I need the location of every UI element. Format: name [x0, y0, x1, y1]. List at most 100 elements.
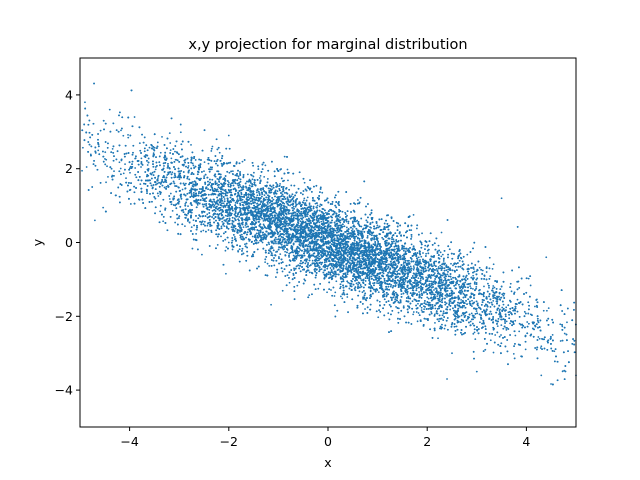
scatter-point [165, 185, 168, 188]
scatter-point [190, 226, 193, 229]
scatter-point [292, 205, 295, 208]
scatter-point [217, 190, 220, 193]
scatter-point [234, 201, 237, 204]
scatter-point [369, 253, 372, 256]
scatter-point [440, 265, 443, 268]
scatter-point [469, 320, 472, 323]
scatter-point [266, 178, 269, 180]
scatter-point [233, 229, 236, 232]
scatter-point [252, 171, 255, 174]
scatter-point [203, 170, 205, 173]
scatter-point [540, 345, 543, 348]
scatter-point [134, 157, 137, 160]
scatter-point [181, 188, 184, 191]
scatter-point [127, 136, 130, 139]
scatter-point [81, 146, 84, 149]
scatter-point [218, 151, 221, 154]
scatter-point [514, 334, 517, 337]
scatter-point [538, 337, 541, 340]
scatter-point [417, 256, 420, 259]
scatter-point [287, 179, 289, 182]
scatter-point [157, 195, 160, 197]
scatter-point [320, 268, 323, 271]
scatter-point [475, 310, 478, 312]
scatter-point [129, 165, 132, 168]
scatter-point [410, 243, 413, 246]
scatter-point [177, 175, 180, 177]
scatter-point [207, 229, 210, 231]
scatter-point [424, 267, 427, 270]
scatter-point [170, 157, 173, 160]
scatter-point [452, 264, 454, 267]
scatter-point [412, 313, 415, 316]
scatter-point [434, 307, 437, 310]
scatter-point [460, 314, 463, 317]
scatter-point [442, 310, 445, 313]
scatter-point [153, 146, 156, 149]
scatter-point [120, 129, 122, 132]
scatter-point [357, 199, 359, 201]
scatter-point [551, 333, 554, 336]
scatter-point [257, 218, 260, 221]
scatter-point [258, 177, 261, 179]
scatter-point [473, 331, 476, 334]
scatter-point [430, 311, 432, 313]
scatter-point [196, 204, 199, 206]
scatter-point [435, 289, 438, 292]
scatter-point [240, 233, 243, 236]
scatter-point [361, 251, 364, 254]
scatter-point [411, 300, 414, 303]
scatter-point [326, 291, 328, 294]
scatter-point [223, 225, 226, 228]
scatter-point [510, 290, 513, 293]
scatter-point [550, 383, 552, 385]
scatter-point [324, 211, 327, 214]
scatter-point [361, 274, 364, 277]
scatter-point [283, 155, 286, 158]
scatter-point [161, 136, 163, 138]
scatter-point [102, 206, 105, 209]
scatter-point [423, 308, 426, 311]
scatter-point [146, 164, 149, 166]
scatter-point [262, 219, 265, 222]
scatter-point [402, 305, 405, 308]
scatter-point [496, 325, 499, 327]
scatter-point [390, 283, 393, 286]
scatter-point [330, 289, 332, 291]
scatter-point [140, 157, 143, 160]
scatter-point [124, 163, 126, 166]
scatter-point [440, 255, 443, 258]
scatter-point [248, 197, 251, 200]
scatter-point [435, 267, 438, 270]
scatter-point [358, 239, 361, 242]
scatter-point [184, 203, 187, 205]
scatter-point [239, 230, 241, 233]
scatter-point [487, 282, 489, 285]
scatter-point [426, 296, 429, 299]
scatter-point [415, 227, 418, 230]
scatter-point [372, 265, 375, 268]
scatter-point [225, 272, 227, 275]
scatter-point [99, 129, 102, 132]
scatter-point [460, 298, 463, 301]
scatter-point [203, 161, 206, 164]
scatter-point [466, 253, 469, 256]
scatter-point [420, 269, 423, 272]
scatter-point [268, 265, 271, 267]
scatter-point [270, 212, 273, 215]
scatter-point [216, 243, 219, 246]
scatter-point [492, 297, 495, 299]
scatter-point [187, 205, 189, 208]
scatter-point [388, 270, 391, 273]
scatter-point [415, 311, 418, 313]
scatter-point [404, 280, 407, 282]
scatter-point [105, 181, 107, 184]
scatter-point [346, 258, 349, 260]
scatter-point [184, 225, 186, 227]
scatter-point [210, 150, 213, 152]
scatter-point [229, 183, 232, 186]
scatter-point [416, 320, 419, 323]
scatter-point [547, 307, 550, 310]
scatter-point [106, 165, 108, 168]
scatter-point [316, 204, 319, 207]
